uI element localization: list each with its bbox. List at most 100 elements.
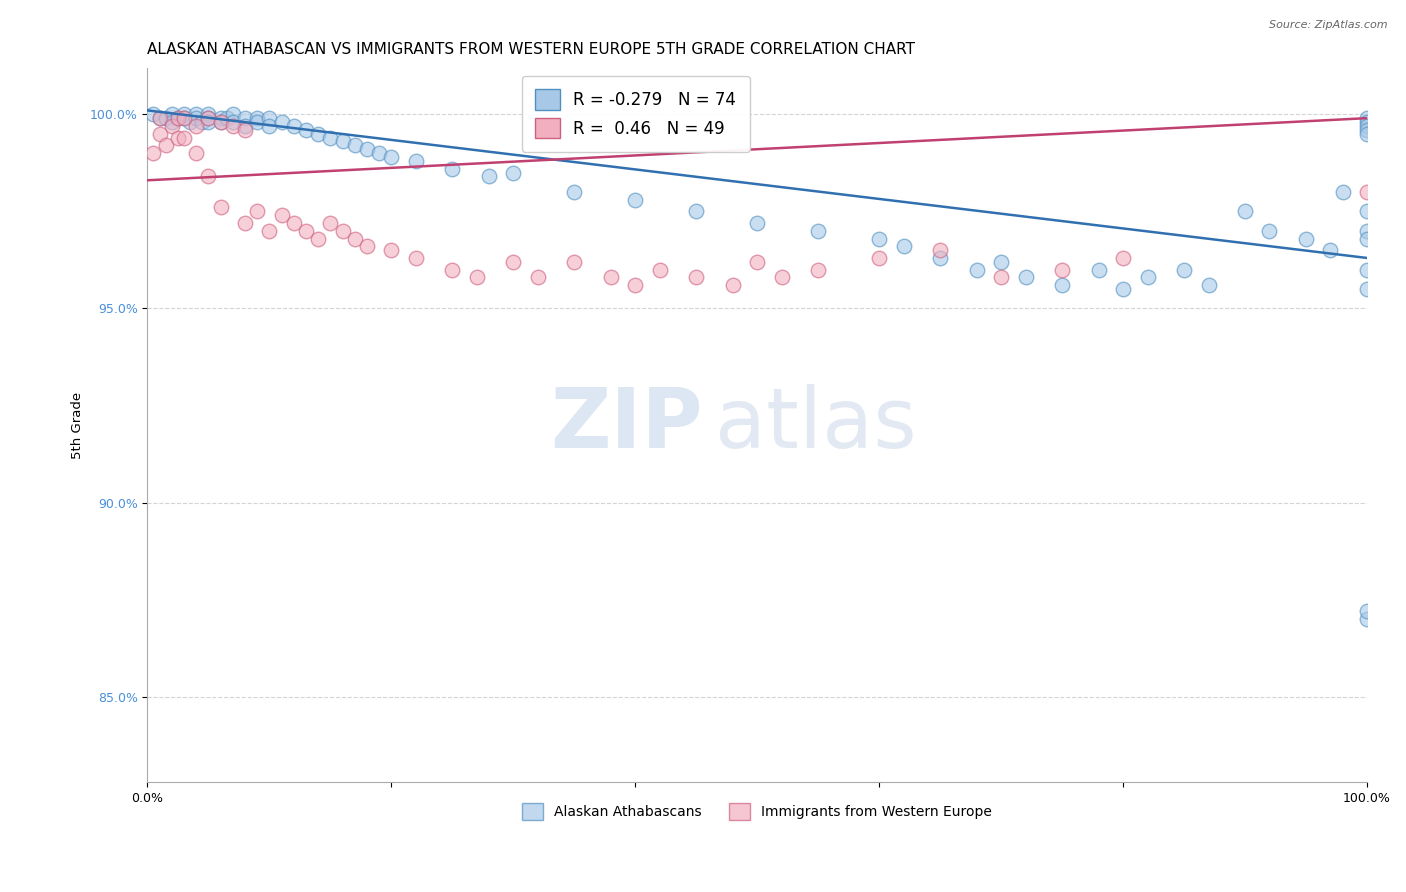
Point <box>1112 251 1135 265</box>
Point <box>1173 262 1195 277</box>
Point <box>173 111 195 125</box>
Point <box>155 138 177 153</box>
Point <box>173 111 195 125</box>
Point <box>186 107 208 121</box>
Point <box>502 255 524 269</box>
Point <box>233 111 256 125</box>
Point <box>1198 278 1220 293</box>
Point <box>270 208 292 222</box>
Point <box>149 111 172 125</box>
Point <box>160 107 183 121</box>
Point <box>721 278 744 293</box>
Point <box>747 216 769 230</box>
Point <box>685 204 707 219</box>
Point <box>502 165 524 179</box>
Point <box>1355 127 1378 141</box>
Point <box>259 224 281 238</box>
Point <box>990 255 1012 269</box>
Point <box>1355 604 1378 618</box>
Point <box>319 216 342 230</box>
Point <box>1136 270 1159 285</box>
Point <box>173 130 195 145</box>
Point <box>1355 282 1378 296</box>
Point <box>233 123 256 137</box>
Y-axis label: 5th Grade: 5th Grade <box>72 392 84 458</box>
Point <box>343 231 366 245</box>
Point <box>990 270 1012 285</box>
Point <box>624 193 647 207</box>
Point <box>1234 204 1257 219</box>
Point <box>295 224 318 238</box>
Point <box>868 231 890 245</box>
Point <box>747 255 769 269</box>
Point <box>142 146 165 161</box>
Point <box>1331 185 1354 199</box>
Point <box>197 107 219 121</box>
Point <box>222 115 245 129</box>
Point <box>526 270 548 285</box>
Point <box>380 150 402 164</box>
Point <box>173 107 195 121</box>
Text: Source: ZipAtlas.com: Source: ZipAtlas.com <box>1270 20 1388 29</box>
Point <box>209 111 232 125</box>
Point <box>142 107 165 121</box>
Point <box>868 251 890 265</box>
Point <box>222 107 245 121</box>
Point <box>233 119 256 133</box>
Point <box>167 130 190 145</box>
Point <box>283 119 305 133</box>
Point <box>1050 262 1073 277</box>
Point <box>209 115 232 129</box>
Point <box>197 111 219 125</box>
Point <box>222 119 245 133</box>
Point <box>179 115 201 129</box>
Legend: Alaskan Athabascans, Immigrants from Western Europe: Alaskan Athabascans, Immigrants from Wes… <box>516 797 998 825</box>
Point <box>807 224 830 238</box>
Point <box>186 146 208 161</box>
Point <box>380 244 402 258</box>
Point <box>215 111 238 125</box>
Point <box>270 115 292 129</box>
Point <box>246 111 269 125</box>
Point <box>356 142 378 156</box>
Point <box>356 239 378 253</box>
Point <box>246 204 269 219</box>
Point <box>1050 278 1073 293</box>
Point <box>1355 204 1378 219</box>
Point <box>465 270 488 285</box>
Point <box>1355 123 1378 137</box>
Point <box>807 262 830 277</box>
Point <box>478 169 501 184</box>
Point <box>405 251 427 265</box>
Point <box>186 119 208 133</box>
Point <box>283 216 305 230</box>
Point <box>233 216 256 230</box>
Point <box>167 111 190 125</box>
Point <box>966 262 988 277</box>
Point <box>1355 224 1378 238</box>
Point <box>1355 231 1378 245</box>
Point <box>332 224 354 238</box>
Point <box>295 123 318 137</box>
Point <box>332 135 354 149</box>
Point <box>562 185 585 199</box>
Text: atlas: atlas <box>714 384 917 466</box>
Point <box>599 270 621 285</box>
Point <box>368 146 391 161</box>
Point <box>1258 224 1281 238</box>
Point <box>648 262 671 277</box>
Point <box>1355 115 1378 129</box>
Point <box>893 239 915 253</box>
Point <box>1355 111 1378 125</box>
Point <box>167 111 190 125</box>
Point <box>562 255 585 269</box>
Point <box>1087 262 1109 277</box>
Point <box>929 244 952 258</box>
Point <box>1112 282 1135 296</box>
Point <box>1319 244 1341 258</box>
Point <box>1014 270 1036 285</box>
Point <box>197 115 219 129</box>
Point <box>441 161 464 176</box>
Point <box>307 127 329 141</box>
Point <box>1295 231 1317 245</box>
